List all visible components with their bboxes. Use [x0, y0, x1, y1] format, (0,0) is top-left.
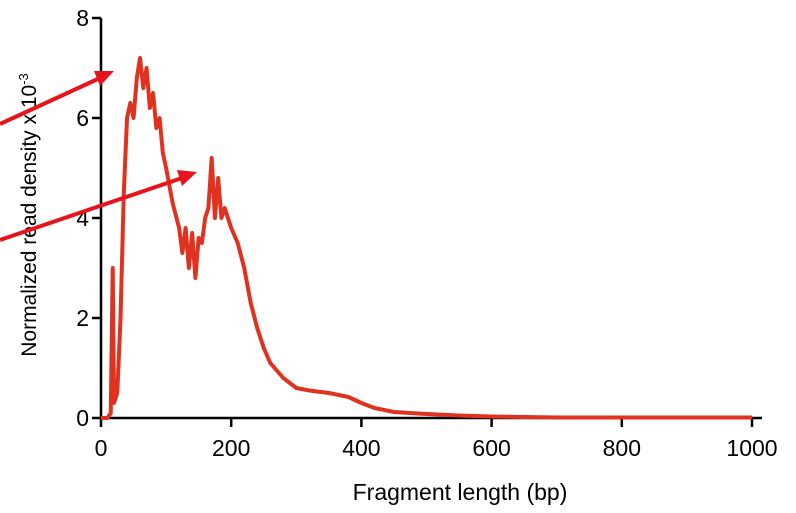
x-tick-label: 800 [603, 435, 641, 461]
y-tick-label: 8 [76, 5, 89, 31]
y-tick-label: 0 [76, 405, 89, 431]
data-line [101, 56, 752, 420]
y-tick-label: 2 [76, 305, 89, 331]
arrow [0, 76, 101, 126]
x-tick-label: 600 [472, 435, 510, 461]
arrow-head [94, 71, 114, 86]
x-tick-label: 200 [212, 435, 250, 461]
y-axis-title-exponent: -3 [16, 73, 31, 85]
x-axis-title: Fragment length (bp) [353, 479, 568, 505]
y-axis-title: Normalized read density x 10-3 [16, 73, 41, 357]
x-tick-label: 0 [95, 435, 108, 461]
y-tick-label: 6 [76, 105, 89, 131]
y-axis-title-main: Normalized read density x 10 [18, 85, 41, 357]
x-tick-label: 400 [342, 435, 380, 461]
arrow-head [177, 170, 197, 186]
arrow [0, 176, 183, 242]
x-tick-label: 1000 [726, 435, 777, 461]
arrows [0, 71, 197, 242]
